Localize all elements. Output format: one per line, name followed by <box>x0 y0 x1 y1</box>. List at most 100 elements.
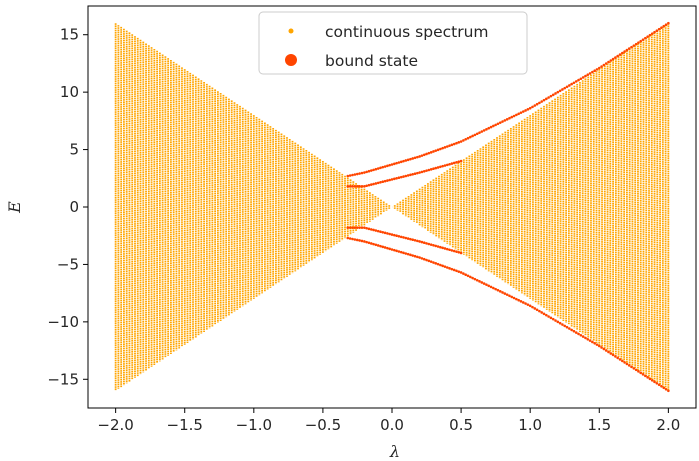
bound-state-point <box>434 244 438 248</box>
bound-state-point <box>478 280 481 283</box>
bound-state-point <box>517 112 520 116</box>
bound-state-point <box>547 315 550 318</box>
bound-state-point <box>436 166 440 169</box>
bound-state-point <box>639 371 643 375</box>
bound-state-point <box>457 251 461 254</box>
bound-state-point <box>413 239 417 242</box>
bound-state-point <box>469 135 472 139</box>
bound-state-point <box>591 70 594 74</box>
continuous-spectrum-points <box>114 23 670 391</box>
bound-state-point <box>376 167 380 170</box>
bound-state-point <box>634 368 638 372</box>
bound-state-point <box>436 262 440 266</box>
bound-state-point <box>372 242 375 246</box>
bound-state-point <box>630 365 633 369</box>
bound-state-point <box>487 126 491 130</box>
bound-state-point <box>597 66 601 70</box>
bound-state-point <box>406 174 410 177</box>
bound-state-point <box>432 150 435 153</box>
bound-state-point <box>441 164 444 168</box>
y-tick-label: −5 <box>57 255 79 273</box>
bound-state-point <box>600 65 603 68</box>
bound-state-point <box>565 325 569 329</box>
bound-state-point <box>542 98 546 102</box>
bound-state-point <box>353 173 357 176</box>
bound-state-point <box>445 163 449 167</box>
bound-state-point <box>348 185 352 188</box>
bound-state-point <box>644 36 647 40</box>
bound-state-point <box>644 374 647 378</box>
bound-state-point <box>443 247 447 250</box>
legend: continuous spectrum bound state <box>258 11 528 75</box>
bound-state-point <box>480 281 484 284</box>
bound-state-point <box>422 257 426 261</box>
x-axis-ticks: −2.0 −1.5 −1.0 −0.5 0.0 0.5 1.0 1.5 2.0 <box>97 408 680 434</box>
bound-state-point <box>577 332 580 336</box>
bound-state-point <box>406 252 410 256</box>
bound-state-point <box>496 122 500 126</box>
bound-state-point <box>563 324 567 328</box>
bound-state-point <box>623 50 626 53</box>
bound-state-point <box>441 146 444 150</box>
bound-state-point <box>574 80 578 83</box>
bound-state-point <box>535 308 539 312</box>
bound-state-point <box>611 353 615 357</box>
bound-state-point <box>464 138 467 141</box>
bound-state-point <box>572 81 576 85</box>
bound-state-point <box>637 41 640 44</box>
bound-state-point <box>563 86 567 90</box>
bound-state-point <box>485 283 488 286</box>
bound-state-point <box>515 113 518 117</box>
bound-state-point <box>457 270 461 273</box>
bound-state-point <box>374 229 378 232</box>
bound-state-point <box>549 316 553 320</box>
bound-state-point <box>436 148 440 152</box>
bound-state-point <box>618 53 622 56</box>
bound-state-point <box>434 149 438 152</box>
bound-state-point <box>348 226 352 229</box>
bound-state-point <box>346 226 350 229</box>
bound-state-point <box>416 239 419 243</box>
bound-state-point <box>528 304 532 308</box>
bound-state-point <box>526 108 530 111</box>
bound-state-point <box>664 23 668 27</box>
bound-state-point <box>425 242 428 245</box>
bound-state-point <box>360 171 364 175</box>
bound-state-point <box>556 90 560 94</box>
bound-state-point <box>627 47 631 50</box>
bound-state-point <box>517 298 520 302</box>
bound-state-point <box>418 256 421 259</box>
bound-state-point <box>351 226 354 229</box>
bound-state-point <box>409 157 412 161</box>
bound-state-point <box>443 265 447 268</box>
bound-state-point <box>621 51 624 55</box>
bound-state-point <box>533 307 537 310</box>
bound-state-point <box>355 185 359 188</box>
bound-state-point <box>425 258 428 262</box>
bound-state-point <box>558 89 562 93</box>
bound-state-point <box>457 141 461 144</box>
bound-state-point <box>459 140 463 143</box>
bound-state-point <box>367 183 371 187</box>
bound-state-point <box>406 158 410 162</box>
bound-state-point <box>374 182 378 185</box>
bound-state-point <box>393 162 396 166</box>
bound-state-point <box>498 290 502 293</box>
bound-state-point <box>397 161 401 164</box>
bound-state-point <box>418 171 421 174</box>
bound-state-point <box>464 273 467 276</box>
bound-state-point <box>471 134 474 138</box>
bound-state-point <box>487 284 491 288</box>
bound-state-point <box>358 172 361 175</box>
bound-state-point <box>436 245 440 248</box>
bound-state-point <box>365 184 368 188</box>
bound-state-point <box>355 172 359 176</box>
bound-state-point <box>395 161 398 165</box>
bound-state-point <box>404 252 408 255</box>
bound-state-point <box>634 42 638 46</box>
bound-state-point <box>411 254 415 257</box>
bound-state-point <box>452 142 456 146</box>
bound-state-point <box>577 78 580 82</box>
bound-state-point <box>473 277 477 281</box>
bound-state-point <box>452 249 456 253</box>
